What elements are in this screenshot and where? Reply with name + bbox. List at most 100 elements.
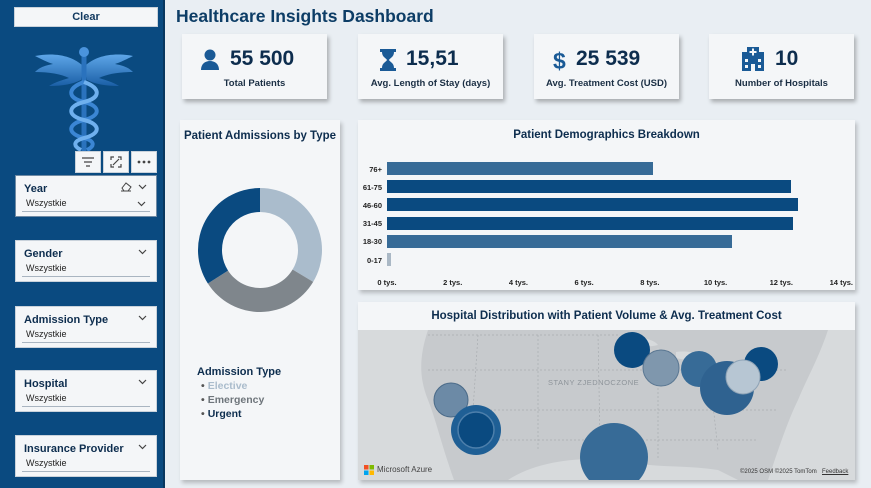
expand-icon [110, 156, 122, 168]
slicer-hospital-title: Hospital [24, 378, 68, 390]
map-bubble-pacific-northwest[interactable] [433, 382, 469, 418]
bar-61-75[interactable] [387, 180, 792, 194]
ellipsis-icon [137, 160, 151, 164]
hospital-icon [742, 47, 764, 71]
x-tick-label: 12 tys. [769, 278, 793, 287]
dollar-icon: $ [553, 48, 566, 72]
filter-lines-icon [82, 157, 94, 167]
kpi-card-avg-treatment-cost[interactable]: $ 25 539 Avg. Treatment Cost (USD) [534, 34, 679, 99]
kpi-value: 15,51 [406, 47, 459, 70]
bar-category-label: 76+ [369, 164, 382, 174]
filter-visual-button[interactable] [75, 151, 101, 173]
legend-item-urgent[interactable]: • Urgent [201, 408, 242, 420]
kpi-label: Number of Hospitals [735, 78, 828, 89]
chevron-down-icon[interactable] [138, 377, 147, 386]
map-title: Hospital Distribution with Patient Volum… [431, 310, 782, 322]
sidebar-divider [163, 0, 165, 488]
x-tick-label: 10 tys. [703, 278, 728, 287]
slicer-admission-type[interactable]: Admission Type Wszystkie [15, 306, 157, 348]
slicer-insurance-provider[interactable]: Insurance Provider Wszystkie [15, 435, 157, 477]
kpi-card-avg-length-of-stay[interactable]: 15,51 Avg. Length of Stay (days) [358, 34, 503, 99]
kpi-value: 55 500 [230, 47, 295, 70]
legend-label: Emergency [207, 394, 265, 406]
map-bubble-illinois[interactable] [642, 349, 680, 387]
slicer-year-dropdown[interactable]: Wszystkie [22, 196, 150, 212]
x-tick-label: 4 tys. [508, 278, 529, 287]
bar-category-label: 61-75 [362, 182, 382, 192]
legend-item-elective[interactable]: • Elective [201, 380, 248, 392]
legend-label: Elective [207, 380, 248, 392]
slicer-admission-type-dropdown[interactable]: Wszystkie [22, 327, 150, 343]
slicer-insurance-provider-dropdown[interactable]: Wszystkie [22, 456, 150, 472]
kpi-label: Avg. Length of Stay (days) [370, 78, 491, 89]
kpi-label: Total Patients [223, 78, 286, 89]
map-bubble-minnesota[interactable] [614, 332, 650, 368]
kpi-card-number-of-hospitals[interactable]: 10 Number of Hospitals [709, 34, 854, 99]
hospital-map[interactable]: STANY ZJEDNOCZONE [358, 330, 855, 480]
map-feedback-link[interactable]: Feedback [822, 469, 849, 475]
bar-category-label: 31-45 [362, 219, 382, 229]
x-tick-label: 8 tys. [640, 278, 660, 287]
map-bubble-virginia[interactable] [725, 359, 761, 395]
chevron-down-icon[interactable] [138, 247, 147, 256]
slicer-year-value: Wszystkie [26, 198, 67, 208]
focus-mode-button[interactable] [103, 151, 129, 173]
eraser-icon[interactable] [120, 181, 132, 192]
kpi-value: 25 539 [576, 47, 641, 70]
admissions-donut-chart[interactable] [190, 180, 330, 320]
map-brand: Microsoft Azure [377, 465, 433, 474]
map-bubble-california[interactable] [457, 411, 495, 449]
slicer-year[interactable]: Year Wszystkie [15, 175, 157, 217]
bar-46-60[interactable] [387, 198, 798, 212]
demographics-title: Patient Demographics Breakdown [513, 129, 700, 141]
kpi-card-total-patients[interactable]: 55 500 Total Patients [182, 34, 327, 99]
slicer-gender-title: Gender [24, 248, 63, 260]
kpi-value: 10 [775, 47, 799, 70]
slicer-admission-type-title: Admission Type [24, 314, 109, 326]
hourglass-icon [380, 49, 396, 71]
map-bubble-texas[interactable] [580, 423, 648, 480]
donut-slice-elective[interactable] [260, 188, 322, 282]
bar-category-label: 0-17 [366, 255, 382, 265]
x-tick-label: 2 tys. [443, 278, 463, 287]
bar-18-30[interactable] [387, 234, 732, 248]
slicer-year-title: Year [24, 183, 48, 195]
slicer-insurance-provider-value: Wszystkie [26, 458, 67, 468]
slicer-gender[interactable]: Gender Wszystkie [15, 240, 157, 282]
chevron-down-icon[interactable] [138, 182, 147, 191]
slicer-insurance-provider-title: Insurance Provider [24, 443, 124, 455]
bar-0-17[interactable] [387, 253, 392, 266]
chevron-down-icon[interactable] [138, 313, 147, 322]
bar-76+[interactable] [387, 162, 654, 175]
page-title: Healthcare Insights Dashboard [176, 6, 434, 26]
x-tick-label: 14 tys. [829, 278, 853, 287]
chevron-down-icon [137, 201, 146, 207]
slicer-gender-value: Wszystkie [26, 263, 67, 273]
legend-title: Admission Type [197, 366, 282, 378]
more-options-button[interactable] [131, 151, 157, 173]
bar-category-label: 46-60 [362, 200, 382, 210]
slicer-admission-type-value: Wszystkie [26, 329, 67, 339]
legend-label: Urgent [207, 408, 242, 420]
microsoft-logo-icon [364, 465, 374, 475]
donut-slice-emergency[interactable] [207, 269, 314, 312]
clear-filters-button[interactable]: Clear [14, 7, 158, 27]
legend-item-emergency[interactable]: • Emergency [201, 394, 265, 406]
chevron-down-icon[interactable] [138, 442, 147, 451]
map-attribution: ©2025 OSM ©2025 TomTom [740, 469, 817, 475]
kpi-label: Avg. Treatment Cost (USD) [545, 78, 668, 89]
slicer-gender-dropdown[interactable]: Wszystkie [22, 261, 150, 277]
donut-slice-urgent[interactable] [198, 188, 260, 284]
visual-header-toolbar [75, 151, 157, 173]
slicer-hospital-dropdown[interactable]: Wszystkie [22, 391, 150, 407]
admissions-legend: Admission Type • Elective • Emergency • Urg… [197, 366, 281, 421]
admissions-title: Patient Admissions by Type [183, 130, 337, 142]
person-icon [201, 49, 219, 70]
bar-31-45[interactable] [387, 216, 793, 230]
svg-text:$: $ [553, 48, 566, 72]
map-country-label: STANY ZJEDNOCZONE [548, 378, 639, 387]
slicer-hospital[interactable]: Hospital Wszystkie [15, 370, 157, 412]
x-tick-label: 0 tys. [377, 278, 397, 287]
x-tick-label: 6 tys. [574, 278, 594, 287]
slicer-hospital-value: Wszystkie [26, 393, 67, 403]
